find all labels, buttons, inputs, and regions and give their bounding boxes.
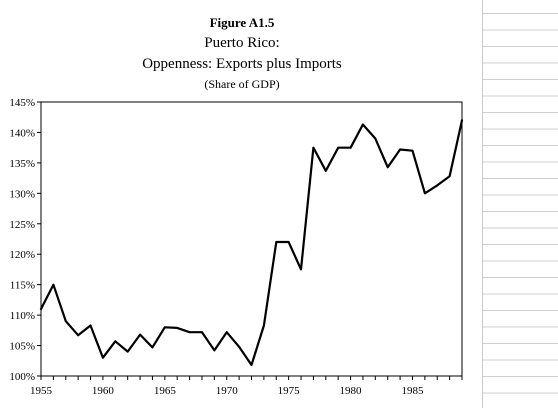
x-tick-label: 1985 [401,385,424,397]
y-tick-label: 100% [9,371,35,383]
y-tick-label: 115% [10,280,35,292]
x-tick-label: 1965 [154,385,177,397]
y-tick-label: 120% [9,249,35,261]
plot-frame [40,101,463,377]
chart-title: Figure A1.5 [209,15,275,30]
x-tick-label: 1970 [216,385,239,397]
y-axis: 100% 105% 110% 115% 120% 125% 130% 135% 140% 145% [9,97,41,383]
x-tick-label: 1955 [30,385,53,397]
x-tick-label: 1975 [278,385,301,397]
chart-subtitle-measure: Oppenness: Exports plus Imports [142,56,342,72]
y-tick-label: 145% [9,97,35,109]
series-line-openness [39,119,464,367]
y-tick-label: 105% [9,341,35,353]
y-tick-label: 110% [10,310,35,322]
y-tick-label: 135% [9,158,35,170]
series-layer [39,119,464,367]
chart-subtitle-unit: (Share of GDP) [204,77,280,91]
x-axis: 1955 1960 1965 1970 1975 1980 1985 [30,376,463,397]
x-tick-label: 1980 [340,385,363,397]
x-tick-label: 1960 [92,385,115,397]
y-tick-label: 130% [9,188,35,200]
y-tick-label: 140% [9,127,35,139]
right-panel-grid [482,0,558,408]
y-tick-label: 125% [9,219,35,231]
chart-subtitle-country: Puerto Rico: [204,35,280,51]
